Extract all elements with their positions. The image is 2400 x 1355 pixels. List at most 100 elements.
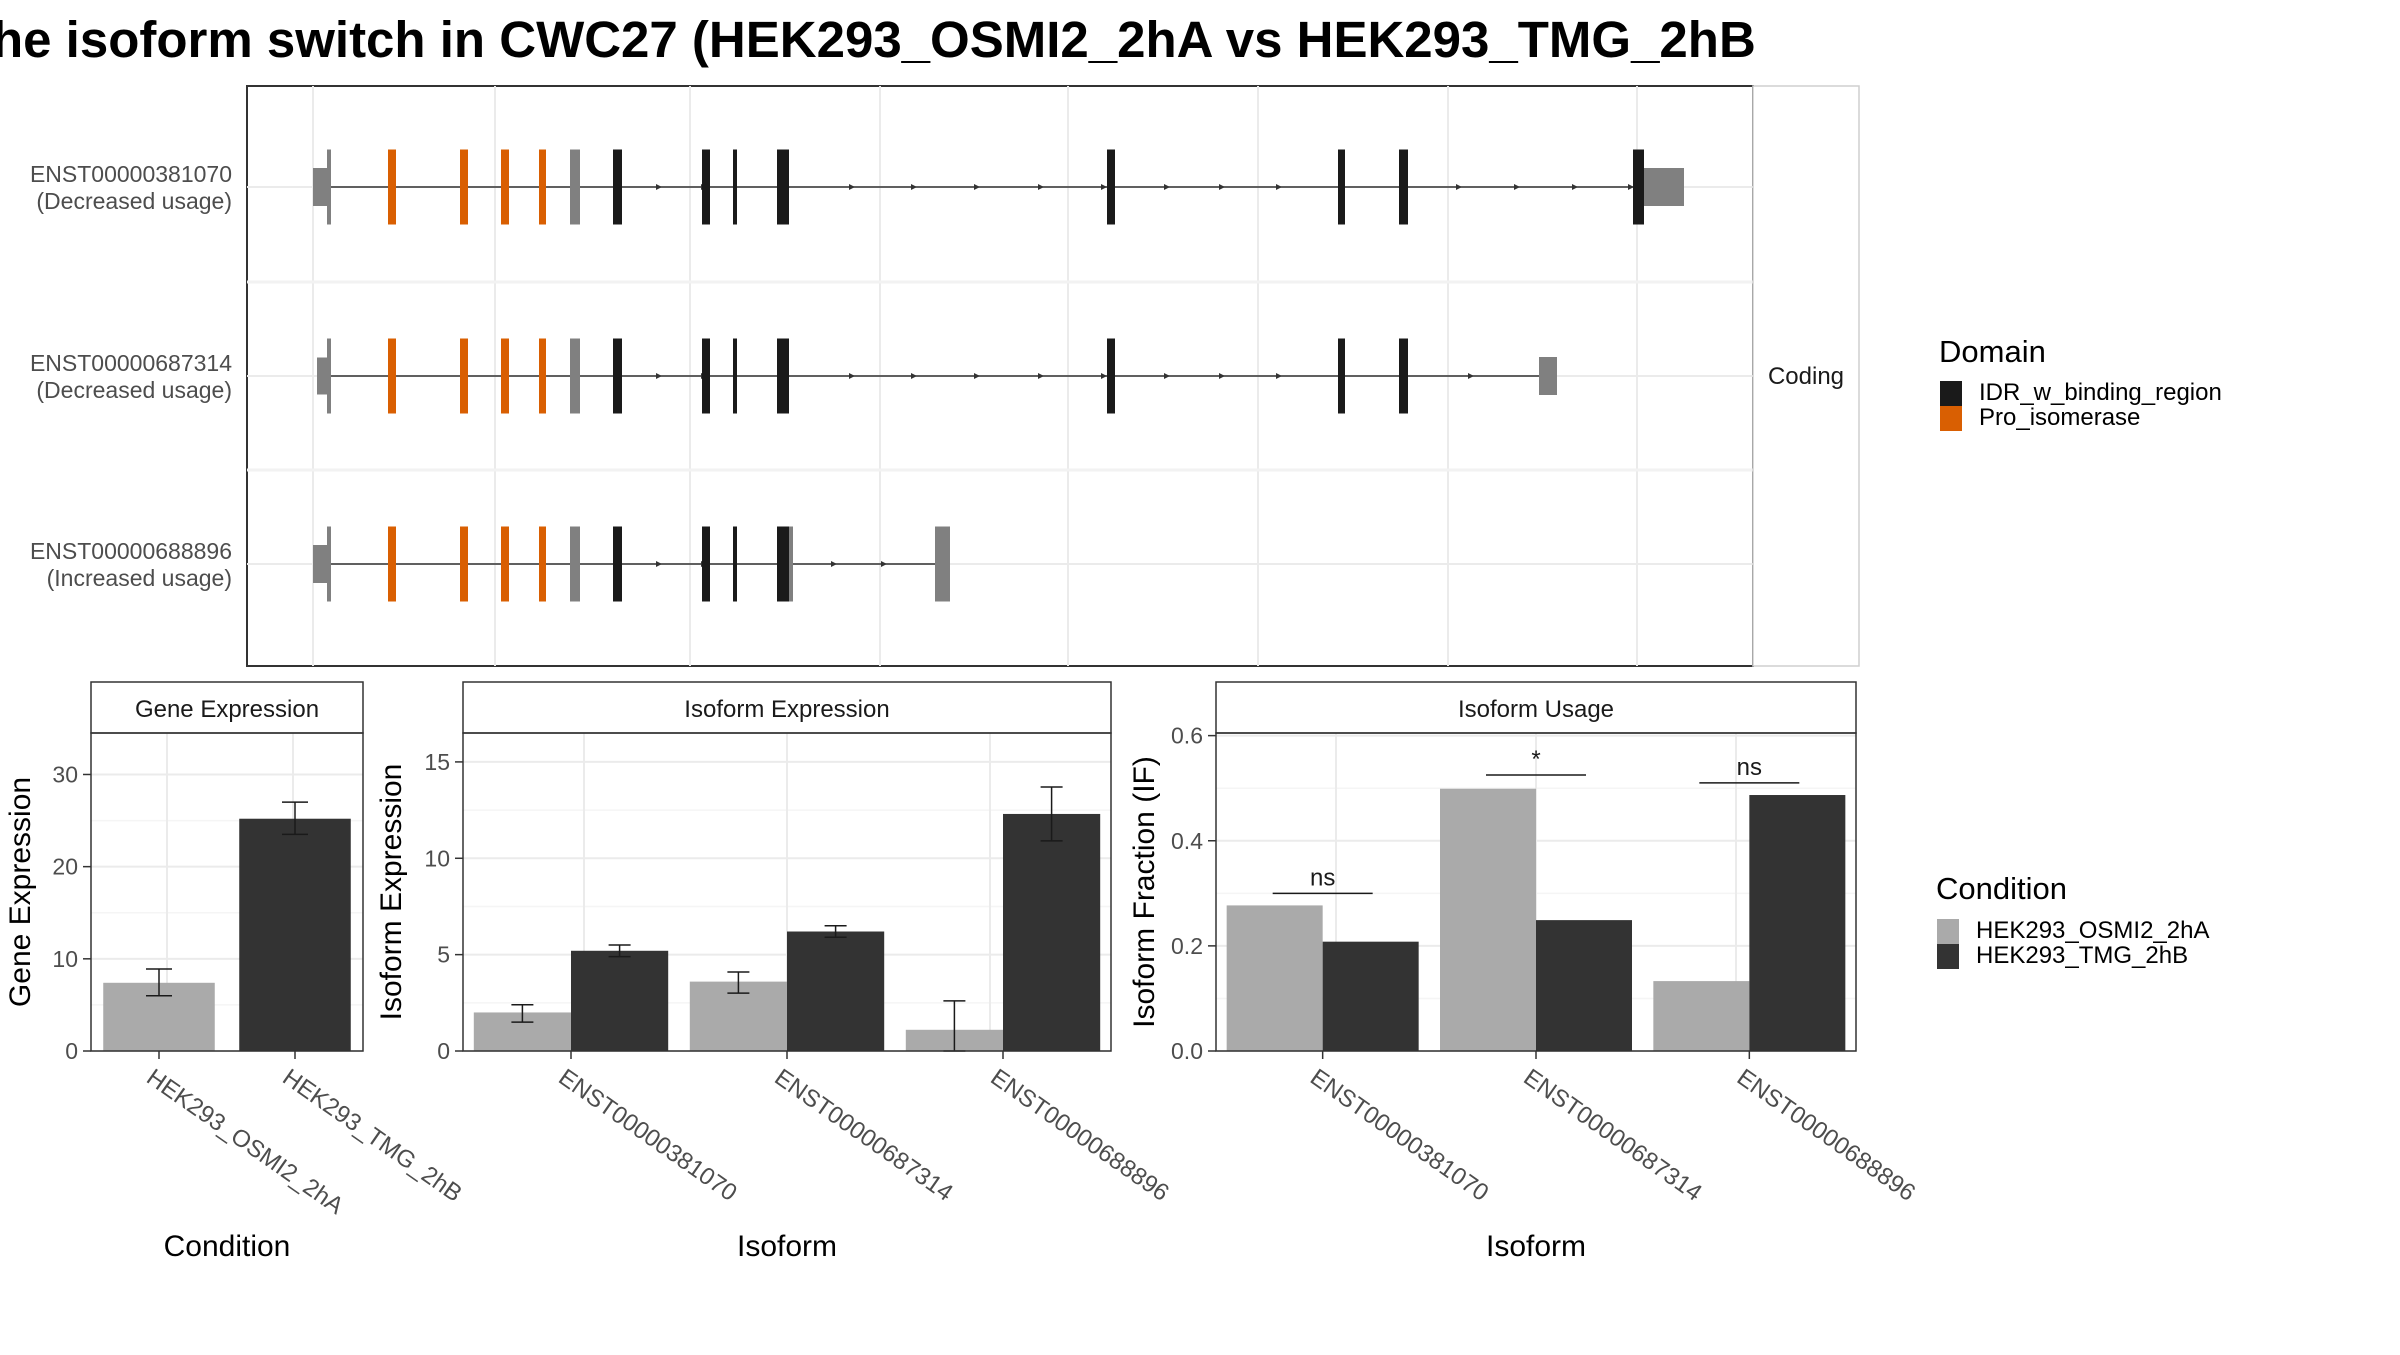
significance-label: ns [1310,864,1335,891]
bar [1003,813,1101,1051]
strand-arrow [974,373,980,379]
bar [1653,981,1750,1051]
strand-arrow [849,184,855,190]
y-tick-label: 20 [52,854,78,880]
strand-arrow [1276,184,1282,190]
y-tick-label: 0.6 [1171,723,1203,749]
x-tick-label: ENST00000688896 [986,1064,1174,1207]
chart-3: Isoform Usage ENST00000381070 ENST00000687… [1128,681,1920,1263]
strip-box [1752,85,1860,667]
strand-arrow [1038,184,1044,190]
y-tick-label: 10 [424,845,450,871]
idr-exon [702,338,710,414]
bar [1226,905,1323,1051]
idr-exon [1338,338,1345,414]
bar [571,950,669,1051]
significance-label: ns [1737,754,1762,781]
utr-exon [570,526,580,602]
pro-isomerase-exon [388,526,396,602]
x-tick-label: ENST00000687314 [1519,1064,1707,1207]
transcript-row-3: ENST00000688896(Increased usage) [30,526,950,602]
strand-arrow [911,373,917,379]
chart-title: Gene Expression [135,696,319,723]
strand-arrow [911,184,917,190]
idr-exon [1338,149,1345,225]
strand-arrow [1101,373,1107,379]
plot-border [462,732,1112,1052]
legend-label: HEK293_OSMI2_2hA [1976,917,2209,944]
transcript-row-2: ENST00000687314(Decreased usage) [30,338,1557,414]
utr-exon [1539,357,1557,395]
strand-arrow [1164,373,1170,379]
y-tick-label: 0.0 [1171,1038,1203,1064]
transcript-id-label: ENST00000687314 [30,350,232,376]
transcript-usage-label: (Decreased usage) [36,377,232,403]
utr-exon [1644,168,1684,206]
x-tick-label: ENST00000688896 [1732,1064,1920,1207]
y-tick-label: 0 [65,1038,78,1064]
pro-isomerase-exon [460,338,468,414]
x-tick-label: ENST00000381070 [1305,1064,1493,1207]
utr-exon [935,526,940,602]
figure-title: he isoform switch in CWC27 (HEK293_OSMI2… [0,11,1756,68]
x-axis-label: Isoform [1486,1230,1586,1263]
y-axis-label: Isoform Expression [375,764,408,1021]
pro-isomerase-exon [501,338,509,414]
strand-arrow [881,561,887,567]
idr-exon [733,149,737,225]
chart-title: Isoform Expression [684,696,889,723]
facet-strip [1215,681,1857,734]
strand-arrow [656,561,662,567]
facet-strip [90,681,364,734]
strand-arrow [831,561,837,567]
legend-swatch [1937,944,1959,969]
y-tick-label: 10 [52,946,78,972]
idr-exon [1399,338,1408,414]
strand-arrow [1038,373,1044,379]
plot-border [1215,732,1857,1052]
legend-label: HEK293_TMG_2hB [1976,942,2188,969]
strand-arrow [1514,184,1520,190]
bar-charts: Gene ExpressionHEK293_OSMI2_2hAHEK293_TM… [4,681,1920,1263]
idr-exon [613,526,622,602]
strand-arrow [974,184,980,190]
legend-swatch [1940,406,1962,431]
chart-title: Isoform Usage [1458,696,1614,723]
y-axis-label: Isoform Fraction (IF) [1128,756,1161,1028]
strand-arrow [1219,373,1225,379]
idr-exon [733,526,737,602]
x-tick-label: ENST00000687314 [770,1064,958,1207]
strand-arrow [1164,184,1170,190]
x-tick-label: ENST00000381070 [554,1064,742,1207]
bar [1749,795,1846,1051]
plot-border [90,732,364,1052]
strand-arrow [1456,184,1462,190]
pro-isomerase-exon [388,338,396,414]
idr-exon [733,338,737,414]
strand-arrow [849,373,855,379]
transcript-row-1: ENST00000381070(Decreased usage) [30,149,1684,225]
y-tick-label: 30 [52,761,78,787]
idr-exon [1633,149,1644,225]
idr-exon [777,338,789,414]
y-tick-label: 5 [437,942,450,968]
bar [1536,920,1632,1051]
x-axis-label: Condition [164,1230,291,1263]
idr-exon [613,149,622,225]
idr-exon [1107,338,1115,414]
utr-exon [327,526,331,602]
x-axis-label: Isoform [737,1230,837,1263]
idr-exon [702,526,710,602]
utr-exon [313,545,331,583]
pro-isomerase-exon [460,149,468,225]
utr-exon [570,338,580,414]
idr-exon [777,149,789,225]
strand-arrow [656,373,662,379]
idr-exon [777,526,789,602]
idr-exon [613,338,622,414]
strand-arrow [1276,373,1282,379]
